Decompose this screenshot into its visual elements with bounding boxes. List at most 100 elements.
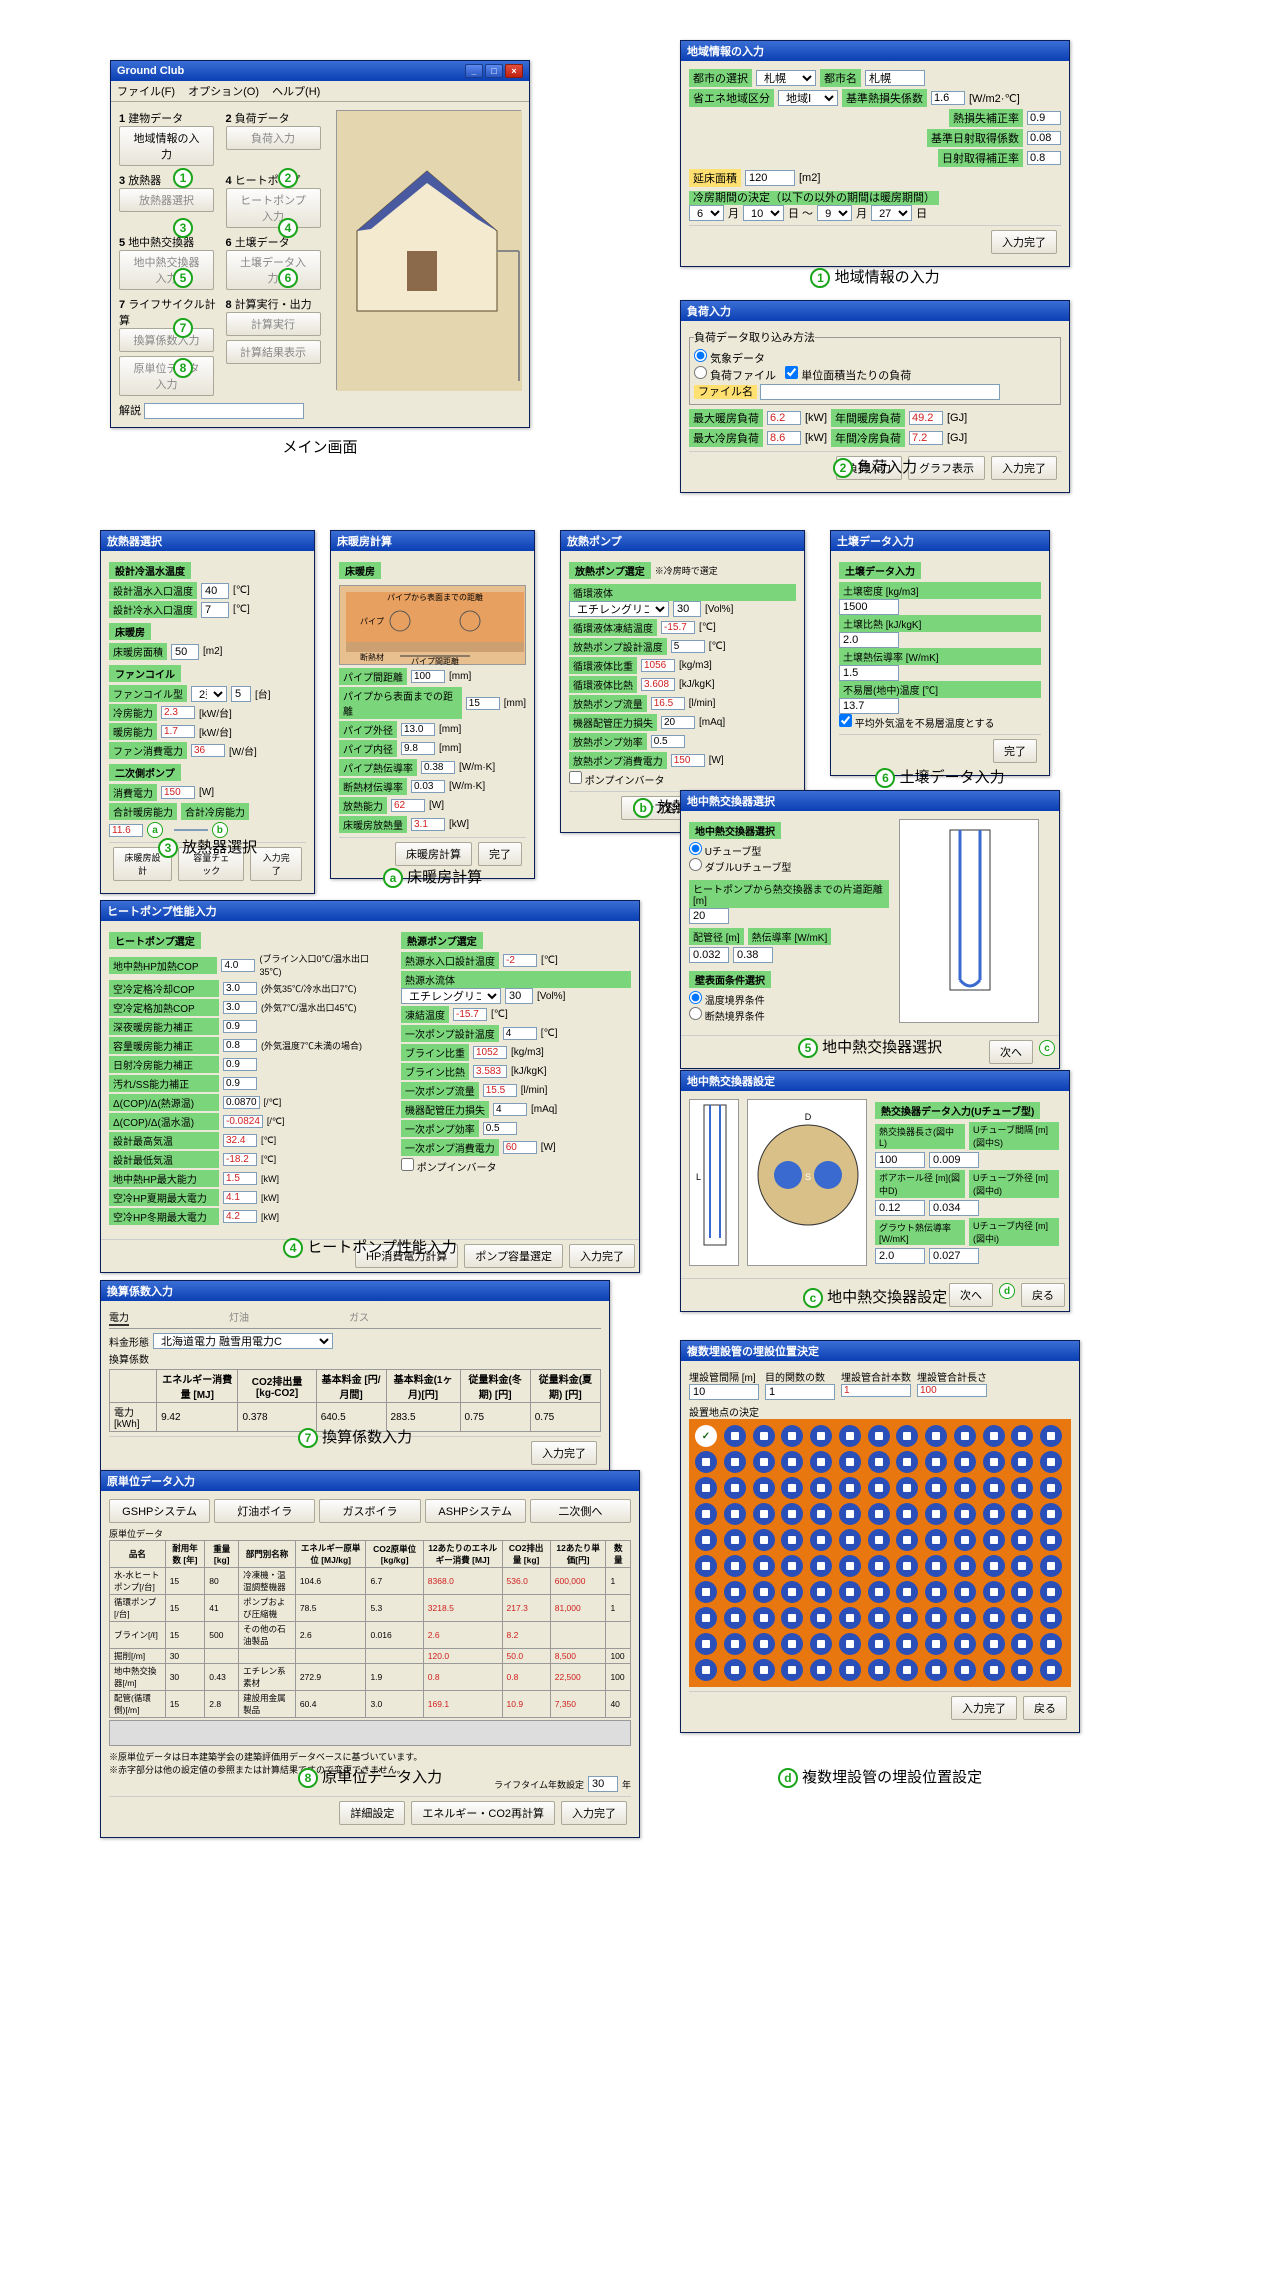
grid-cell[interactable]	[753, 1607, 775, 1629]
grid-cell[interactable]	[1011, 1503, 1033, 1525]
grid-cell[interactable]	[1040, 1555, 1062, 1577]
opt-weather[interactable]	[694, 349, 707, 362]
grid-cell[interactable]	[925, 1607, 947, 1629]
grid-cell[interactable]	[724, 1607, 746, 1629]
chk-avg-temp[interactable]	[839, 714, 852, 727]
file-field[interactable]	[760, 384, 1000, 400]
grid-cell[interactable]	[695, 1581, 717, 1603]
grid-cell[interactable]	[925, 1529, 947, 1551]
grid-cell[interactable]	[753, 1633, 775, 1655]
grid-cell[interactable]	[724, 1477, 746, 1499]
grid-cell[interactable]	[781, 1555, 803, 1577]
grid-cell[interactable]	[724, 1425, 746, 1447]
month-from[interactable]: 6	[689, 205, 724, 221]
grid-cell[interactable]	[983, 1581, 1005, 1603]
grid-cell[interactable]	[810, 1529, 832, 1551]
grid-cell[interactable]	[781, 1503, 803, 1525]
grid-cell[interactable]	[1040, 1581, 1062, 1603]
grid-cell[interactable]	[1040, 1659, 1062, 1681]
grid-cell[interactable]	[839, 1451, 861, 1473]
grid-cell[interactable]	[1011, 1555, 1033, 1577]
grid-cell[interactable]	[868, 1633, 890, 1655]
grid-cell[interactable]	[896, 1555, 918, 1577]
placement-grid[interactable]: ✓	[689, 1419, 1071, 1687]
grid-cell[interactable]	[868, 1425, 890, 1447]
btn-ghe[interactable]: 地中熱交換器入力	[119, 250, 214, 290]
grid-cell[interactable]	[868, 1581, 890, 1603]
grid-cell[interactable]	[839, 1425, 861, 1447]
grid-cell[interactable]	[753, 1659, 775, 1681]
grid-cell[interactable]	[868, 1659, 890, 1681]
grid-cell[interactable]	[724, 1529, 746, 1551]
tab-elec[interactable]: 電力	[109, 1309, 129, 1326]
grid-cell[interactable]	[839, 1607, 861, 1629]
grid-cell[interactable]	[1011, 1659, 1033, 1681]
grid-cell[interactable]	[868, 1503, 890, 1525]
grid-cell[interactable]	[1040, 1607, 1062, 1629]
grid-cell[interactable]	[753, 1503, 775, 1525]
grid-cell[interactable]	[781, 1529, 803, 1551]
btn-run[interactable]: 計算実行	[226, 312, 321, 336]
btn-unit[interactable]: 原単位データ入力	[119, 356, 214, 396]
grid-cell[interactable]	[896, 1633, 918, 1655]
grid-cell[interactable]	[925, 1425, 947, 1447]
grid-cell[interactable]	[1011, 1425, 1033, 1447]
done-button[interactable]: 入力完了	[991, 230, 1057, 254]
grid-cell[interactable]	[896, 1581, 918, 1603]
btn-load[interactable]: 負荷入力	[226, 126, 321, 150]
grid-cell[interactable]	[1011, 1529, 1033, 1551]
grid-cell[interactable]	[753, 1477, 775, 1499]
grid-cell[interactable]	[753, 1581, 775, 1603]
grid-cell[interactable]	[695, 1529, 717, 1551]
grid-cell[interactable]	[983, 1607, 1005, 1629]
scroll-area[interactable]	[109, 1720, 631, 1746]
grid-cell[interactable]	[1011, 1633, 1033, 1655]
grid-cell[interactable]	[925, 1503, 947, 1525]
opt-utube[interactable]	[689, 842, 702, 855]
grid-cell[interactable]	[868, 1607, 890, 1629]
grid-cell[interactable]	[839, 1477, 861, 1499]
grid-cell[interactable]	[925, 1477, 947, 1499]
grid-cell[interactable]	[983, 1451, 1005, 1473]
month-to[interactable]: 9	[817, 205, 852, 221]
grid-cell[interactable]	[839, 1555, 861, 1577]
grid-cell[interactable]	[810, 1607, 832, 1629]
grid-cell[interactable]	[810, 1503, 832, 1525]
grid-cell[interactable]	[983, 1633, 1005, 1655]
grid-cell[interactable]	[954, 1607, 976, 1629]
grid-cell[interactable]	[781, 1633, 803, 1655]
tab-oil[interactable]: 灯油	[229, 1309, 249, 1326]
grid-cell[interactable]	[724, 1451, 746, 1473]
grid-cell[interactable]	[1040, 1451, 1062, 1473]
grid-cell[interactable]	[983, 1555, 1005, 1577]
grid-cell[interactable]	[839, 1503, 861, 1525]
kaisetsu-field[interactable]	[144, 403, 304, 419]
grid-cell[interactable]	[695, 1503, 717, 1525]
opt-file[interactable]	[694, 366, 707, 379]
grid-cell[interactable]	[839, 1581, 861, 1603]
grid-cell[interactable]	[810, 1581, 832, 1603]
grid-cell[interactable]	[695, 1451, 717, 1473]
grid-cell[interactable]	[810, 1425, 832, 1447]
grid-cell[interactable]	[896, 1451, 918, 1473]
grid-cell[interactable]	[954, 1581, 976, 1603]
grid-cell[interactable]	[839, 1633, 861, 1655]
grid-cell[interactable]	[781, 1477, 803, 1499]
grid-cell[interactable]	[695, 1555, 717, 1577]
grid-cell[interactable]	[983, 1425, 1005, 1447]
grid-cell[interactable]	[868, 1477, 890, 1499]
grid-cell[interactable]	[983, 1659, 1005, 1681]
grid-cell[interactable]	[954, 1555, 976, 1577]
btn-result[interactable]: 計算結果表示	[226, 340, 321, 364]
grid-cell[interactable]	[810, 1659, 832, 1681]
grid-cell[interactable]	[1040, 1425, 1062, 1447]
btn-soil[interactable]: 土壌データ入力	[226, 250, 321, 290]
grid-cell[interactable]	[781, 1451, 803, 1473]
grid-cell[interactable]	[724, 1633, 746, 1655]
grid-cell[interactable]	[896, 1607, 918, 1629]
grid-cell[interactable]	[781, 1659, 803, 1681]
grid-cell[interactable]	[896, 1659, 918, 1681]
grid-cell[interactable]	[839, 1529, 861, 1551]
grid-cell[interactable]	[954, 1659, 976, 1681]
grid-cell[interactable]	[1040, 1633, 1062, 1655]
